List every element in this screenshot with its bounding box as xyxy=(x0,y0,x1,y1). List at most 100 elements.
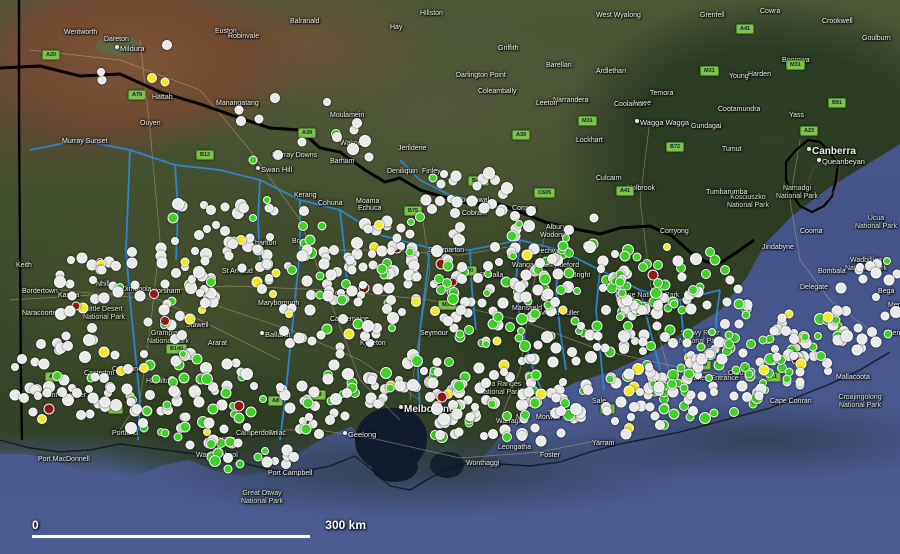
data-point-marker[interactable] xyxy=(223,464,233,473)
data-point-marker[interactable] xyxy=(206,276,217,287)
data-point-marker[interactable] xyxy=(140,350,149,358)
data-point-marker[interactable] xyxy=(203,224,211,233)
data-point-marker[interactable] xyxy=(405,229,414,239)
data-point-marker[interactable] xyxy=(705,374,714,383)
data-point-marker[interactable] xyxy=(668,338,679,349)
data-point-marker[interactable] xyxy=(552,268,564,280)
data-point-marker[interactable] xyxy=(328,359,340,371)
data-point-marker[interactable] xyxy=(405,247,414,257)
data-point-marker[interactable] xyxy=(322,97,331,106)
data-point-marker[interactable] xyxy=(883,274,895,286)
data-point-marker[interactable] xyxy=(17,353,28,364)
data-point-marker[interactable] xyxy=(738,348,748,358)
data-point-marker[interactable] xyxy=(514,333,524,343)
data-point-marker[interactable] xyxy=(685,303,697,315)
data-point-marker[interactable] xyxy=(289,452,299,463)
data-point-marker[interactable] xyxy=(652,260,663,271)
data-point-marker[interactable] xyxy=(617,330,630,343)
data-point-marker[interactable] xyxy=(394,380,406,392)
data-point-marker[interactable] xyxy=(452,233,465,246)
data-point-marker[interactable] xyxy=(192,265,205,278)
data-point-marker[interactable] xyxy=(296,250,308,262)
data-point-marker[interactable] xyxy=(43,403,55,414)
data-point-marker[interactable] xyxy=(51,371,62,382)
data-point-marker[interactable] xyxy=(258,395,267,404)
data-point-marker[interactable] xyxy=(79,350,92,363)
data-point-marker[interactable] xyxy=(396,223,406,233)
data-point-marker[interactable] xyxy=(501,411,512,422)
data-point-marker[interactable] xyxy=(224,251,234,260)
data-point-marker[interactable] xyxy=(167,212,179,224)
data-point-marker[interactable] xyxy=(758,364,770,376)
data-point-marker[interactable] xyxy=(233,400,245,412)
data-point-marker[interactable] xyxy=(242,422,251,431)
data-point-marker[interactable] xyxy=(457,274,467,284)
data-point-marker[interactable] xyxy=(733,284,743,294)
data-point-marker[interactable] xyxy=(696,342,706,351)
data-point-marker[interactable] xyxy=(279,389,291,401)
data-point-marker[interactable] xyxy=(71,388,82,399)
data-point-marker[interactable] xyxy=(321,323,332,335)
data-point-marker[interactable] xyxy=(593,331,603,341)
data-point-marker[interactable] xyxy=(76,252,87,264)
data-point-marker[interactable] xyxy=(440,170,449,179)
data-point-marker[interactable] xyxy=(677,272,687,282)
data-point-marker[interactable] xyxy=(470,403,479,412)
data-point-marker[interactable] xyxy=(772,352,782,362)
data-point-marker[interactable] xyxy=(434,195,445,206)
data-point-marker[interactable] xyxy=(338,313,348,324)
data-point-marker[interactable] xyxy=(276,383,285,391)
data-point-marker[interactable] xyxy=(650,411,660,421)
data-point-marker[interactable] xyxy=(853,323,863,332)
data-point-marker[interactable] xyxy=(106,383,115,393)
data-point-marker[interactable] xyxy=(188,274,197,283)
data-point-marker[interactable] xyxy=(729,391,739,401)
data-point-marker[interactable] xyxy=(350,236,363,249)
data-point-marker[interactable] xyxy=(195,289,204,298)
data-point-marker[interactable] xyxy=(335,349,345,359)
data-point-marker[interactable] xyxy=(200,256,210,266)
data-point-marker[interactable] xyxy=(410,354,423,367)
data-point-marker[interactable] xyxy=(181,412,191,422)
data-point-marker[interactable] xyxy=(406,379,419,392)
data-point-marker[interactable] xyxy=(442,316,453,327)
data-point-marker[interactable] xyxy=(376,245,388,257)
data-point-marker[interactable] xyxy=(540,331,553,344)
data-point-marker[interactable] xyxy=(497,297,509,309)
data-point-marker[interactable] xyxy=(528,243,540,254)
data-point-marker[interactable] xyxy=(600,343,610,353)
data-point-marker[interactable] xyxy=(870,336,882,347)
data-point-marker[interactable] xyxy=(697,391,707,401)
data-point-marker[interactable] xyxy=(201,372,214,385)
data-point-marker[interactable] xyxy=(67,291,77,301)
data-point-marker[interactable] xyxy=(815,350,826,361)
data-point-marker[interactable] xyxy=(558,305,568,315)
data-point-marker[interactable] xyxy=(322,290,333,302)
data-point-marker[interactable] xyxy=(160,428,170,438)
data-point-marker[interactable] xyxy=(523,220,535,232)
data-point-marker[interactable] xyxy=(179,350,188,359)
data-point-marker[interactable] xyxy=(430,305,441,316)
data-point-marker[interactable] xyxy=(347,142,360,155)
data-point-marker[interactable] xyxy=(315,271,325,280)
data-point-marker[interactable] xyxy=(158,304,170,316)
data-point-marker[interactable] xyxy=(271,268,280,278)
data-point-marker[interactable] xyxy=(734,319,744,329)
data-point-marker[interactable] xyxy=(122,363,133,374)
data-point-marker[interactable] xyxy=(518,339,531,352)
data-point-marker[interactable] xyxy=(219,226,230,236)
data-point-marker[interactable] xyxy=(205,205,216,215)
data-point-marker[interactable] xyxy=(314,428,324,439)
data-point-marker[interactable] xyxy=(170,355,182,367)
data-point-marker[interactable] xyxy=(547,356,559,368)
data-point-marker[interactable] xyxy=(741,310,751,320)
data-point-marker[interactable] xyxy=(345,255,355,265)
data-point-marker[interactable] xyxy=(450,170,462,182)
data-point-marker[interactable] xyxy=(452,380,465,393)
data-point-marker[interactable] xyxy=(392,233,402,243)
data-point-marker[interactable] xyxy=(284,309,293,318)
data-point-marker[interactable] xyxy=(62,340,73,351)
data-point-marker[interactable] xyxy=(272,149,283,160)
data-point-marker[interactable] xyxy=(865,261,876,271)
data-point-marker[interactable] xyxy=(649,286,662,299)
